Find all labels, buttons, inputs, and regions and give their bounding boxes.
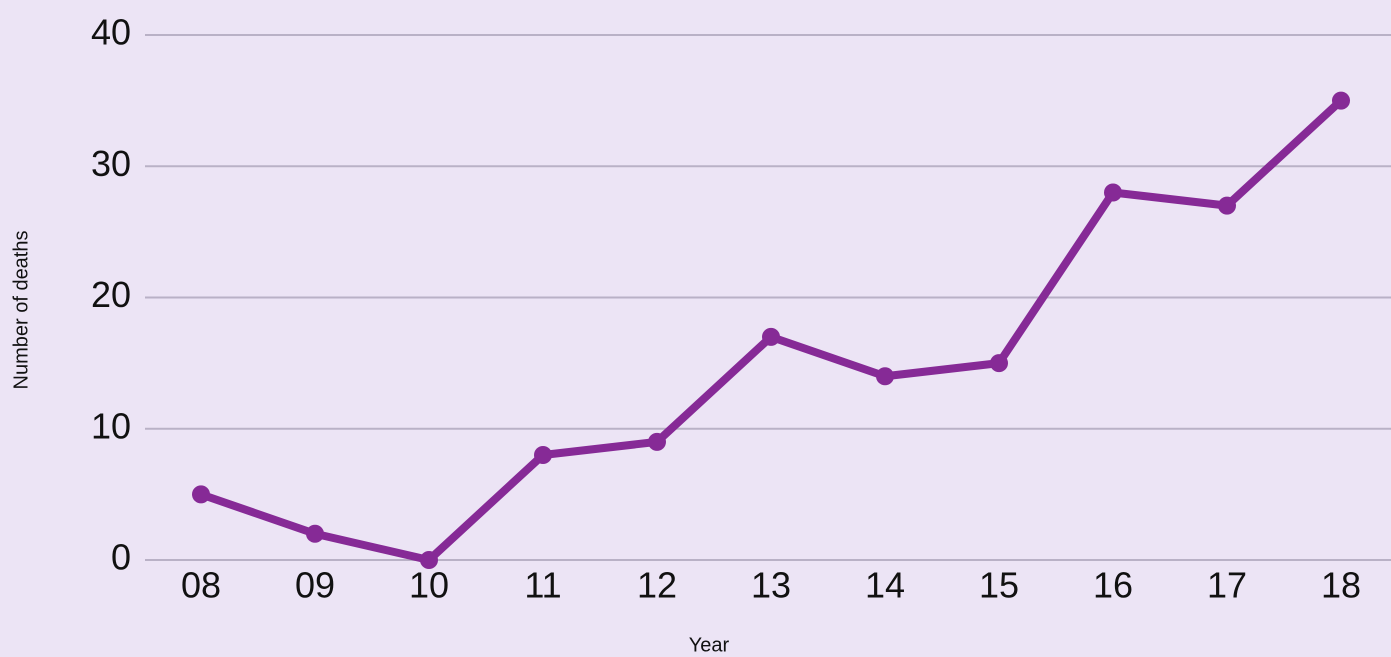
x-tick-label: 09 — [295, 565, 335, 606]
x-tick-label: 15 — [979, 565, 1019, 606]
data-point — [990, 354, 1008, 373]
x-tick-label: 10 — [409, 565, 449, 606]
x-axis-label: Year — [689, 634, 730, 656]
data-point — [192, 485, 210, 504]
x-tick-label: 16 — [1093, 565, 1133, 606]
data-point — [1332, 91, 1350, 110]
x-tick-label: 13 — [751, 565, 791, 606]
data-point — [762, 327, 780, 346]
y-tick-label: 20 — [91, 274, 131, 315]
data-point — [534, 446, 552, 464]
data-point — [876, 367, 894, 386]
x-tick-label: 08 — [181, 565, 221, 606]
x-tick-label: 17 — [1207, 565, 1247, 606]
y-tick-label: 10 — [91, 405, 131, 446]
y-tick-label: 40 — [91, 12, 131, 53]
data-point — [1104, 183, 1122, 202]
x-tick-label: 18 — [1321, 565, 1361, 606]
data-point — [1218, 196, 1236, 215]
y-tick-label: 0 — [111, 537, 131, 578]
data-point — [420, 551, 438, 569]
x-tick-label: 12 — [637, 565, 677, 606]
x-tick-label: 14 — [865, 565, 905, 606]
data-point — [306, 524, 324, 543]
data-point — [648, 432, 666, 451]
y-axis-label: Number of deaths — [10, 231, 32, 390]
y-tick-label: 30 — [91, 143, 131, 184]
x-tick-label: 11 — [524, 565, 561, 606]
